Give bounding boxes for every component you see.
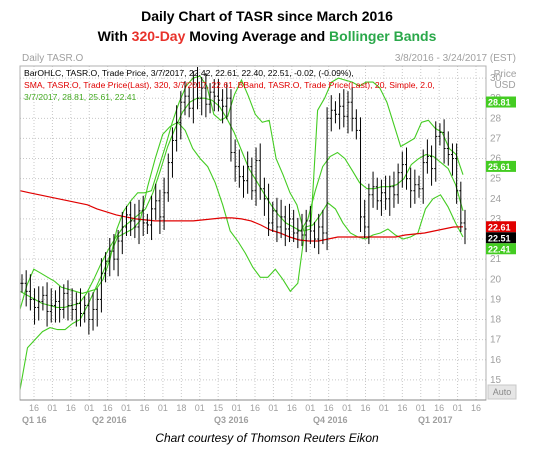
- x-tick-label: 16: [287, 403, 297, 413]
- x-tick-label: 16: [324, 403, 334, 413]
- y-axis-ticks: 15161718192021222324252627282930: [490, 73, 502, 386]
- x-tick-label: 15: [213, 403, 223, 413]
- subtitle-pre: With: [97, 28, 132, 44]
- x-tick-label: 01: [342, 403, 352, 413]
- y-tick-label: 27: [490, 133, 502, 144]
- chart-subtitle: With 320-Day Moving Average and Bollinge…: [0, 28, 534, 44]
- subtitle-mid: Moving Average and: [185, 28, 330, 44]
- legend-line: SMA, TASR.O, Trade Price(Last), 320, 3/7…: [24, 80, 435, 90]
- x-tick-label: 16: [434, 403, 444, 413]
- chart-background: [0, 48, 534, 428]
- x-tick-label: 16: [103, 403, 113, 413]
- y-tick-label: 28: [490, 113, 502, 124]
- bband-line-lower: [19, 121, 464, 390]
- x-tick-label: 01: [416, 403, 426, 413]
- price-tag-label: 25.61: [488, 162, 511, 172]
- x-tick-label: 01: [379, 403, 389, 413]
- price-tag-label: 28.81: [488, 98, 511, 108]
- x-tick-label: 01: [121, 403, 131, 413]
- y-tick-label: 23: [490, 214, 502, 225]
- x-axis-periods: Q1 16 Q2 2016 Q3 2016 Q4 2016 Q1 2017: [22, 415, 453, 425]
- y-tick-label: 21: [490, 254, 502, 265]
- x-tick-label: 01: [453, 403, 463, 413]
- price-tag: [486, 160, 516, 172]
- chart-credit: Chart courtesy of Thomson Reuters Eikon: [155, 431, 379, 445]
- x-tick-label: 16: [66, 403, 76, 413]
- x-tick-label: 01: [84, 403, 94, 413]
- y-axis-title-usd: USD: [494, 80, 515, 91]
- header-right: 3/8/2016 - 3/24/2017 (EST): [395, 53, 516, 64]
- x-period-label: Q2 2016: [92, 415, 127, 425]
- y-tick-label: 26: [490, 154, 502, 165]
- y-tick-label: 24: [490, 194, 502, 205]
- x-period-label: Q3 2016: [214, 415, 249, 425]
- subtitle-highlight-bollinger: Bollinger Bands: [329, 28, 437, 44]
- sma-line: [19, 190, 464, 242]
- price-tag: [486, 243, 516, 255]
- x-tick-label: 16: [360, 403, 370, 413]
- y-tick-label: 15: [490, 375, 502, 386]
- x-tick-label: 16: [250, 403, 260, 413]
- price-bars: [20, 67, 467, 335]
- price-chart[interactable]: Daily TASR.O 3/8/2016 - 3/24/2017 (EST) …: [0, 48, 534, 428]
- bollinger-bands: [19, 75, 464, 390]
- auto-scale-label: Auto: [493, 387, 512, 397]
- bband-line-upper: [19, 75, 464, 310]
- x-tick-label: 01: [47, 403, 57, 413]
- x-tick-label: 16: [397, 403, 407, 413]
- legend: BarOHLC, TASR.O, Trade Price, 3/7/2017, …: [24, 68, 435, 102]
- y-tick-label: 17: [490, 335, 502, 346]
- x-tick-label: 18: [176, 403, 186, 413]
- x-tick-label: 01: [195, 403, 205, 413]
- header-left: Daily TASR.O: [22, 53, 84, 64]
- sma-320: [19, 190, 464, 242]
- x-axis-ticks: 16 01 16 01 16 01 16 01 18 01 15 01 16 01 16 01 16 01 16 01…: [29, 403, 481, 413]
- x-tick-label: 01: [305, 403, 315, 413]
- price-tag: [486, 232, 516, 244]
- y-tick-label: 19: [490, 294, 502, 305]
- x-tick-label: 01: [158, 403, 168, 413]
- y-tick-label: 18: [490, 315, 502, 326]
- y-tick-label: 20: [490, 274, 502, 285]
- x-tick-label: 16: [139, 403, 149, 413]
- x-period-label: Q1 2017: [418, 415, 453, 425]
- legend-line: BarOHLC, TASR.O, Trade Price, 3/7/2017, …: [24, 68, 354, 78]
- chart-title: Daily Chart of TASR since March 2016: [141, 8, 393, 24]
- x-period-label: Q1 16: [22, 415, 47, 425]
- x-tick-label: 16: [471, 403, 481, 413]
- price-tag-label: 22.61: [488, 222, 511, 232]
- y-tick-label: 16: [490, 355, 502, 366]
- legend-line: 3/7/2017, 28.81, 25.61, 22.41: [24, 92, 137, 102]
- x-tick-label: 01: [232, 403, 242, 413]
- x-tick-label: 16: [29, 403, 39, 413]
- subtitle-highlight-320-day: 320-Day: [131, 28, 186, 44]
- price-tag-label: 22.41: [488, 244, 511, 254]
- x-period-label: Q4 2016: [313, 415, 348, 425]
- y-axis-title-price: Price: [494, 69, 517, 80]
- y-tick-label: 30: [490, 73, 502, 84]
- price-tag: [486, 221, 516, 233]
- y-tick-label: 25: [490, 174, 502, 185]
- x-tick-label: 01: [268, 403, 278, 413]
- auto-scale-button[interactable]: [487, 384, 517, 400]
- price-tag-label: 22.51: [488, 233, 511, 243]
- bband-line-middle: [19, 97, 464, 308]
- price-tag: [486, 96, 516, 108]
